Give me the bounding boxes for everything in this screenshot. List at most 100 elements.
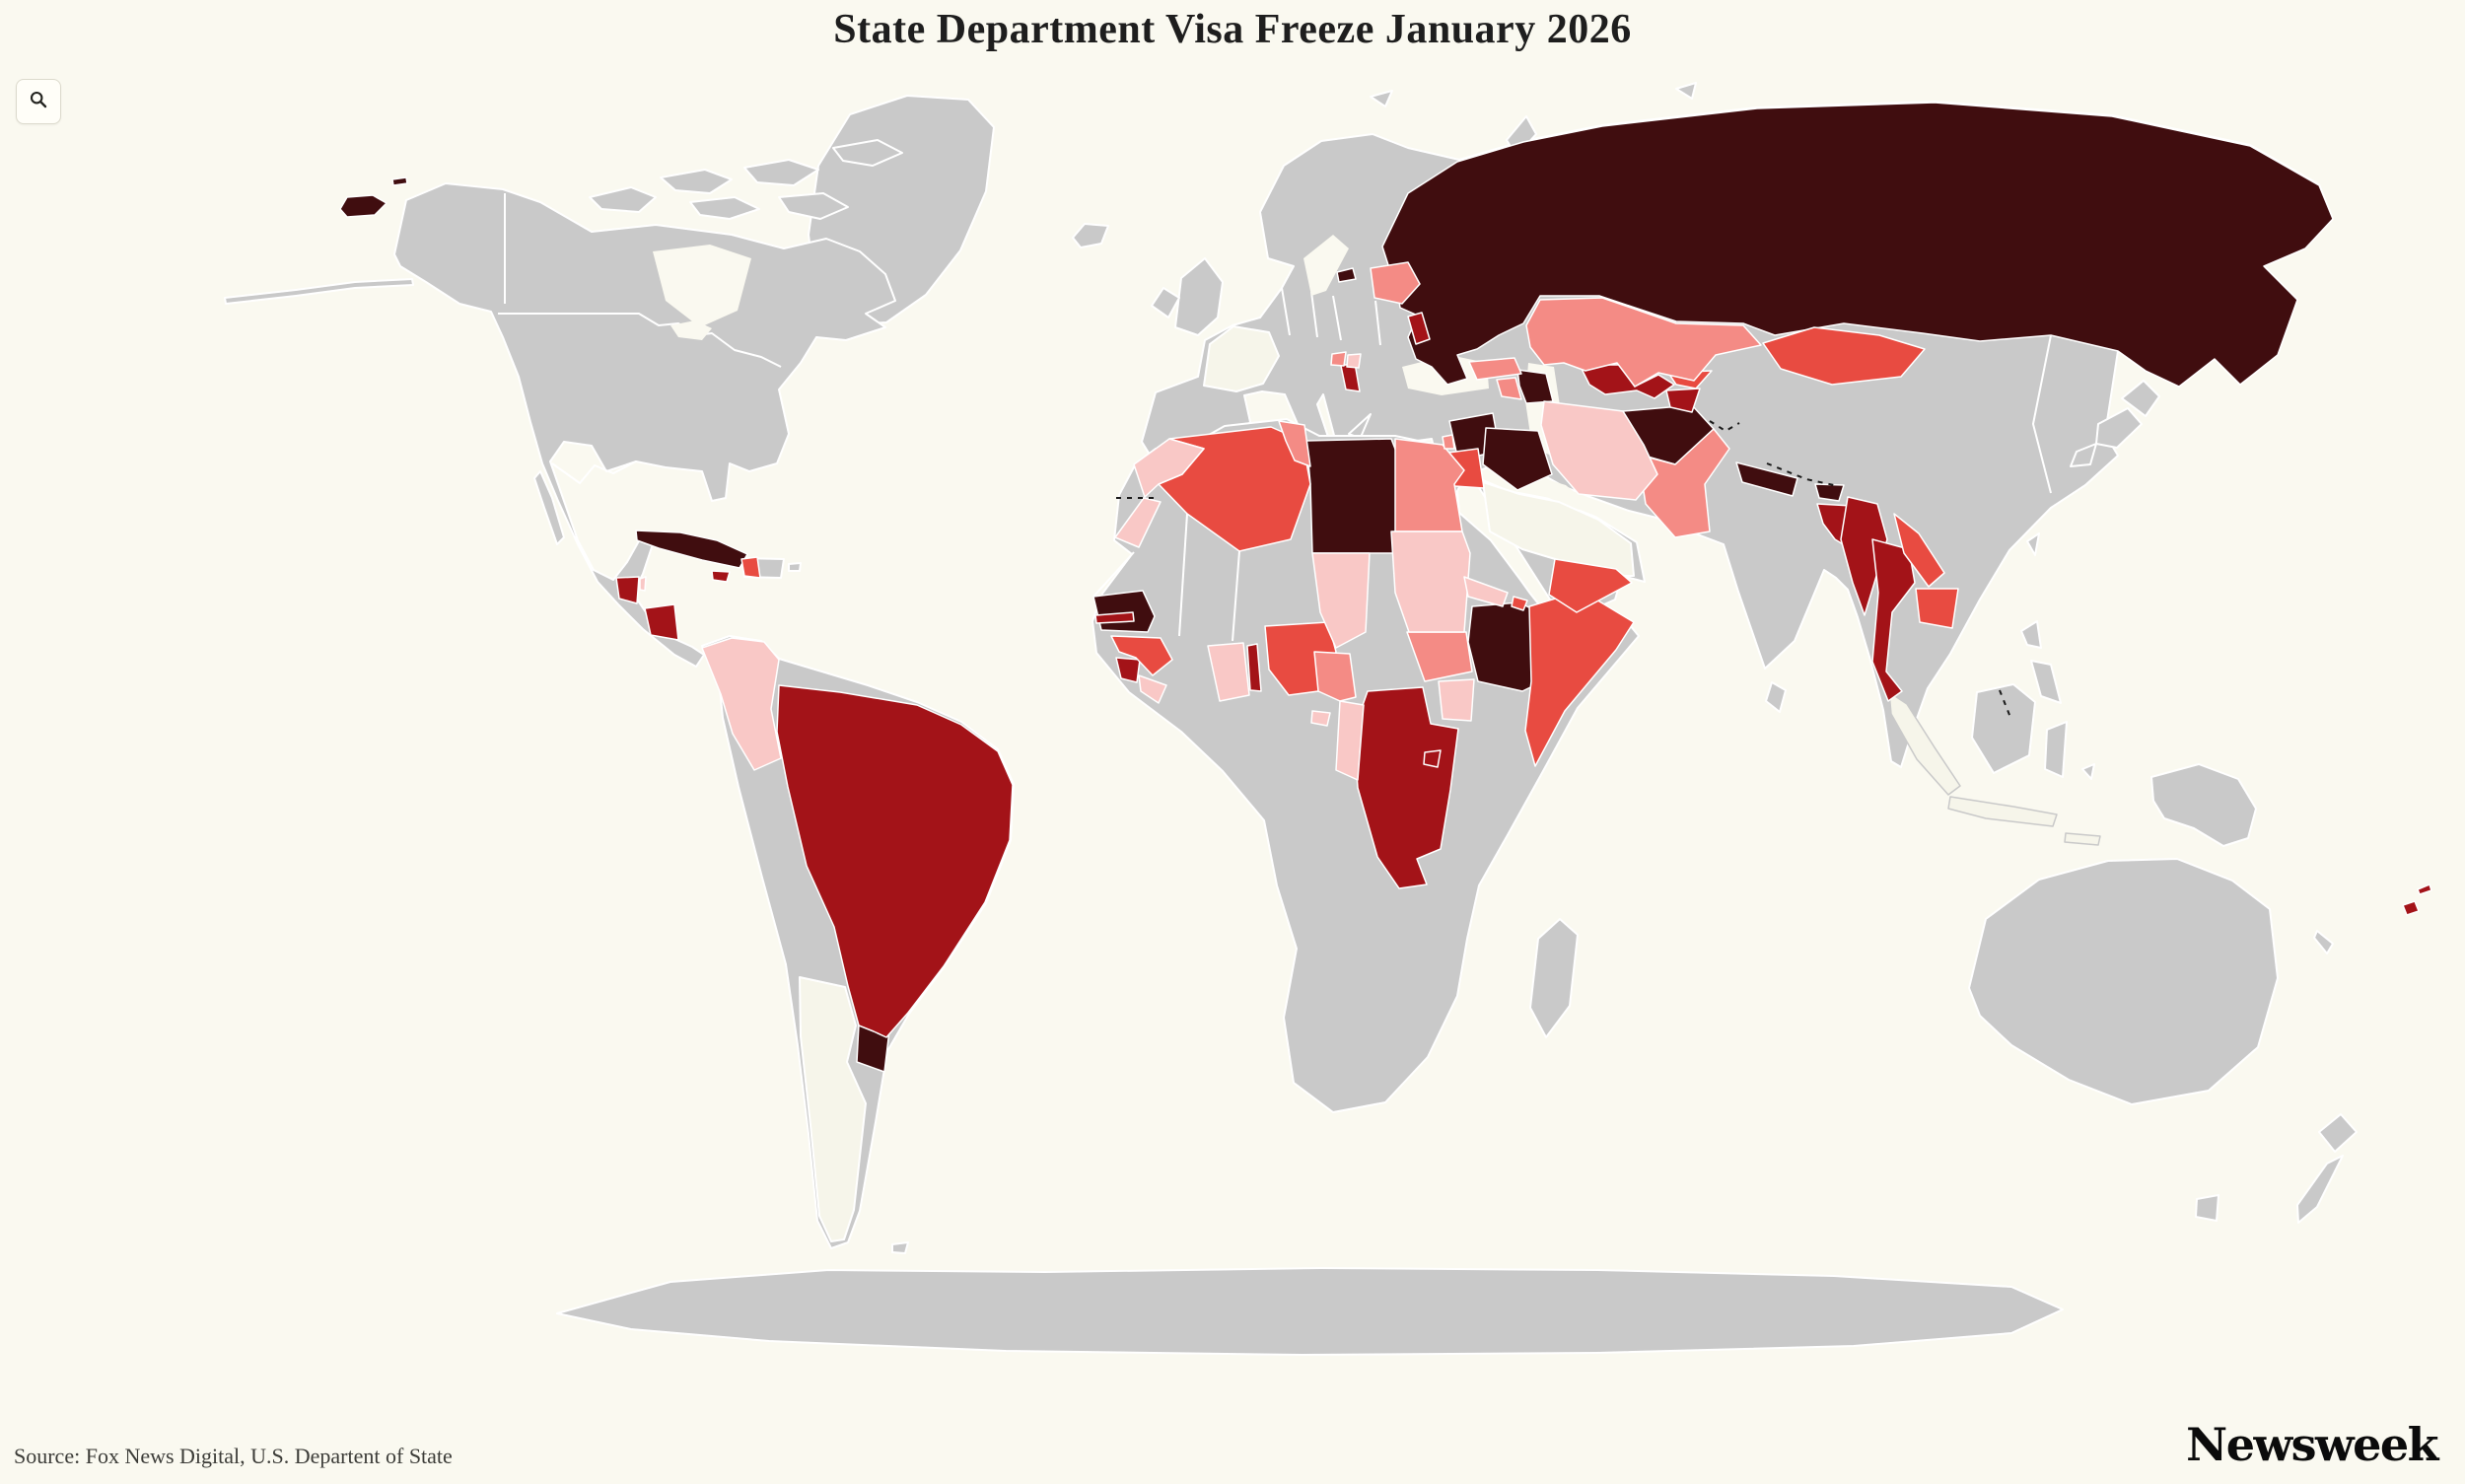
country-tunisia[interactable] (1278, 420, 1311, 467)
border-hint-4 (1281, 287, 1291, 336)
country-lebanon[interactable] (1442, 434, 1455, 450)
landmass-borneo (1971, 683, 2036, 774)
landmass-java (1947, 796, 2058, 827)
landmass-new-zealand-north (2318, 1113, 2358, 1153)
country-nicaragua[interactable] (644, 603, 679, 641)
country-guinea[interactable] (1110, 635, 1173, 676)
border-hint-7 (1374, 300, 1381, 346)
country-cameroon[interactable] (1313, 651, 1357, 702)
country-haiti[interactable] (740, 556, 761, 579)
country-gambia[interactable] (1094, 611, 1135, 624)
country-jamaica[interactable] (711, 570, 731, 583)
country-sudan[interactable] (1390, 530, 1471, 633)
landmass-philippines-1 (2020, 620, 2042, 649)
country-france[interactable] (1203, 325, 1280, 392)
country-brazil[interactable] (776, 684, 1014, 1038)
country-iran[interactable] (1540, 400, 1658, 501)
border-hint-6 (1332, 295, 1342, 341)
landmass-madagascar (1529, 918, 1579, 1038)
landmass-arctic-6 (832, 139, 903, 167)
water-hudson-bay (653, 245, 751, 327)
country-colombia[interactable] (701, 637, 782, 771)
country-fiji[interactable] (2402, 883, 2432, 916)
country-nepal[interactable] (1735, 461, 1798, 497)
country-bhutan[interactable] (1814, 483, 1845, 502)
country-djibouti[interactable] (1511, 596, 1528, 611)
landmass-arctic-2 (660, 169, 733, 194)
country-kosovo[interactable] (1346, 353, 1362, 369)
source-attribution: Source: Fox News Digital, U.S. Departent… (14, 1444, 453, 1468)
country-equatorial-guinea[interactable] (1310, 710, 1331, 727)
country-eritrea[interactable] (1463, 576, 1509, 607)
country-iraq[interactable] (1482, 427, 1553, 491)
country-morocco[interactable] (1133, 438, 1205, 498)
border-hint-9 (1232, 550, 1240, 642)
country-moldova[interactable] (1407, 312, 1431, 345)
country-pakistan[interactable] (1637, 428, 1730, 538)
country-belize[interactable] (639, 576, 647, 592)
country-liberia[interactable] (1138, 674, 1167, 704)
country-senegal[interactable] (1092, 590, 1156, 633)
country-togo[interactable] (1246, 643, 1262, 692)
landmass-arctic-3 (743, 159, 819, 186)
country-myanmar[interactable] (1840, 496, 1888, 616)
country-armenia[interactable] (1496, 377, 1522, 400)
country-mongolia[interactable] (1762, 326, 1926, 386)
landmass-new-caledonia (2313, 930, 2334, 954)
country-sierra-leone[interactable] (1115, 657, 1141, 683)
landmass-taiwan (2026, 532, 2040, 556)
country-ghana[interactable] (1207, 642, 1250, 702)
landmass-puerto-rico (788, 562, 802, 572)
country-rwanda[interactable] (1423, 749, 1442, 768)
country-saudi-arabia[interactable] (1482, 481, 1635, 577)
country-cuba[interactable] (635, 530, 748, 569)
border-hint-11 (2032, 334, 2052, 494)
landmass-severnaya (1675, 82, 1697, 100)
landmass-falklands (891, 1241, 909, 1254)
landmass-philippines-2 (2030, 660, 2062, 704)
landmass-tasmania (2195, 1194, 2219, 1222)
landmass-new-zealand-south (2296, 1155, 2344, 1224)
landmass-arctic-1 (589, 186, 657, 213)
country-dr-congo[interactable] (1353, 686, 1459, 889)
country-libya[interactable] (1305, 438, 1402, 554)
landmass-aleutians (224, 278, 414, 305)
landmass-iceland (1072, 223, 1109, 248)
landmass-lesser-sunda (2064, 832, 2101, 846)
country-somalia[interactable] (1524, 590, 1635, 767)
country-russia[interactable] (339, 102, 2334, 388)
landmass-japan-1 (2121, 380, 2160, 417)
border-hint-8 (1178, 513, 1188, 637)
country-laos[interactable] (1893, 513, 1945, 588)
country-guatemala[interactable] (615, 576, 640, 604)
landmass-baja (533, 470, 565, 545)
country-tajikistan[interactable] (1665, 388, 1701, 413)
page-title: State Department Visa Freeze January 202… (833, 7, 1632, 52)
zoom-button[interactable] (16, 79, 61, 124)
country-montenegro[interactable] (1330, 351, 1347, 367)
country-belarus[interactable] (1370, 261, 1421, 305)
disputed-border-3 (1766, 462, 1835, 486)
country-cambodia[interactable] (1915, 588, 1959, 629)
water-baltic-sea (1303, 235, 1349, 296)
landmass-antarctica (556, 1267, 2064, 1356)
border-hint-3 (551, 460, 637, 484)
country-argentina[interactable] (799, 976, 867, 1242)
country-azerbaijan[interactable] (1516, 369, 1554, 404)
country-kazakhstan[interactable] (1525, 297, 1762, 388)
landmass-japan-2 (2095, 407, 2143, 449)
country-western-sahara[interactable] (1114, 497, 1162, 548)
landmass-new-guinea (2150, 763, 2257, 847)
country-georgia[interactable] (1468, 357, 1522, 381)
newsweek-logo: Newsweek (2186, 1418, 2438, 1471)
country-thailand[interactable] (1871, 538, 1916, 702)
country-yemen[interactable] (1548, 558, 1633, 613)
landmass-north-america (393, 182, 896, 668)
landmass-sumatra (1888, 691, 1961, 796)
country-uganda[interactable] (1438, 678, 1475, 722)
country-republic-of-congo[interactable] (1335, 700, 1365, 781)
country-chad[interactable] (1311, 552, 1371, 649)
landmass-sulawesi (2044, 721, 2068, 778)
